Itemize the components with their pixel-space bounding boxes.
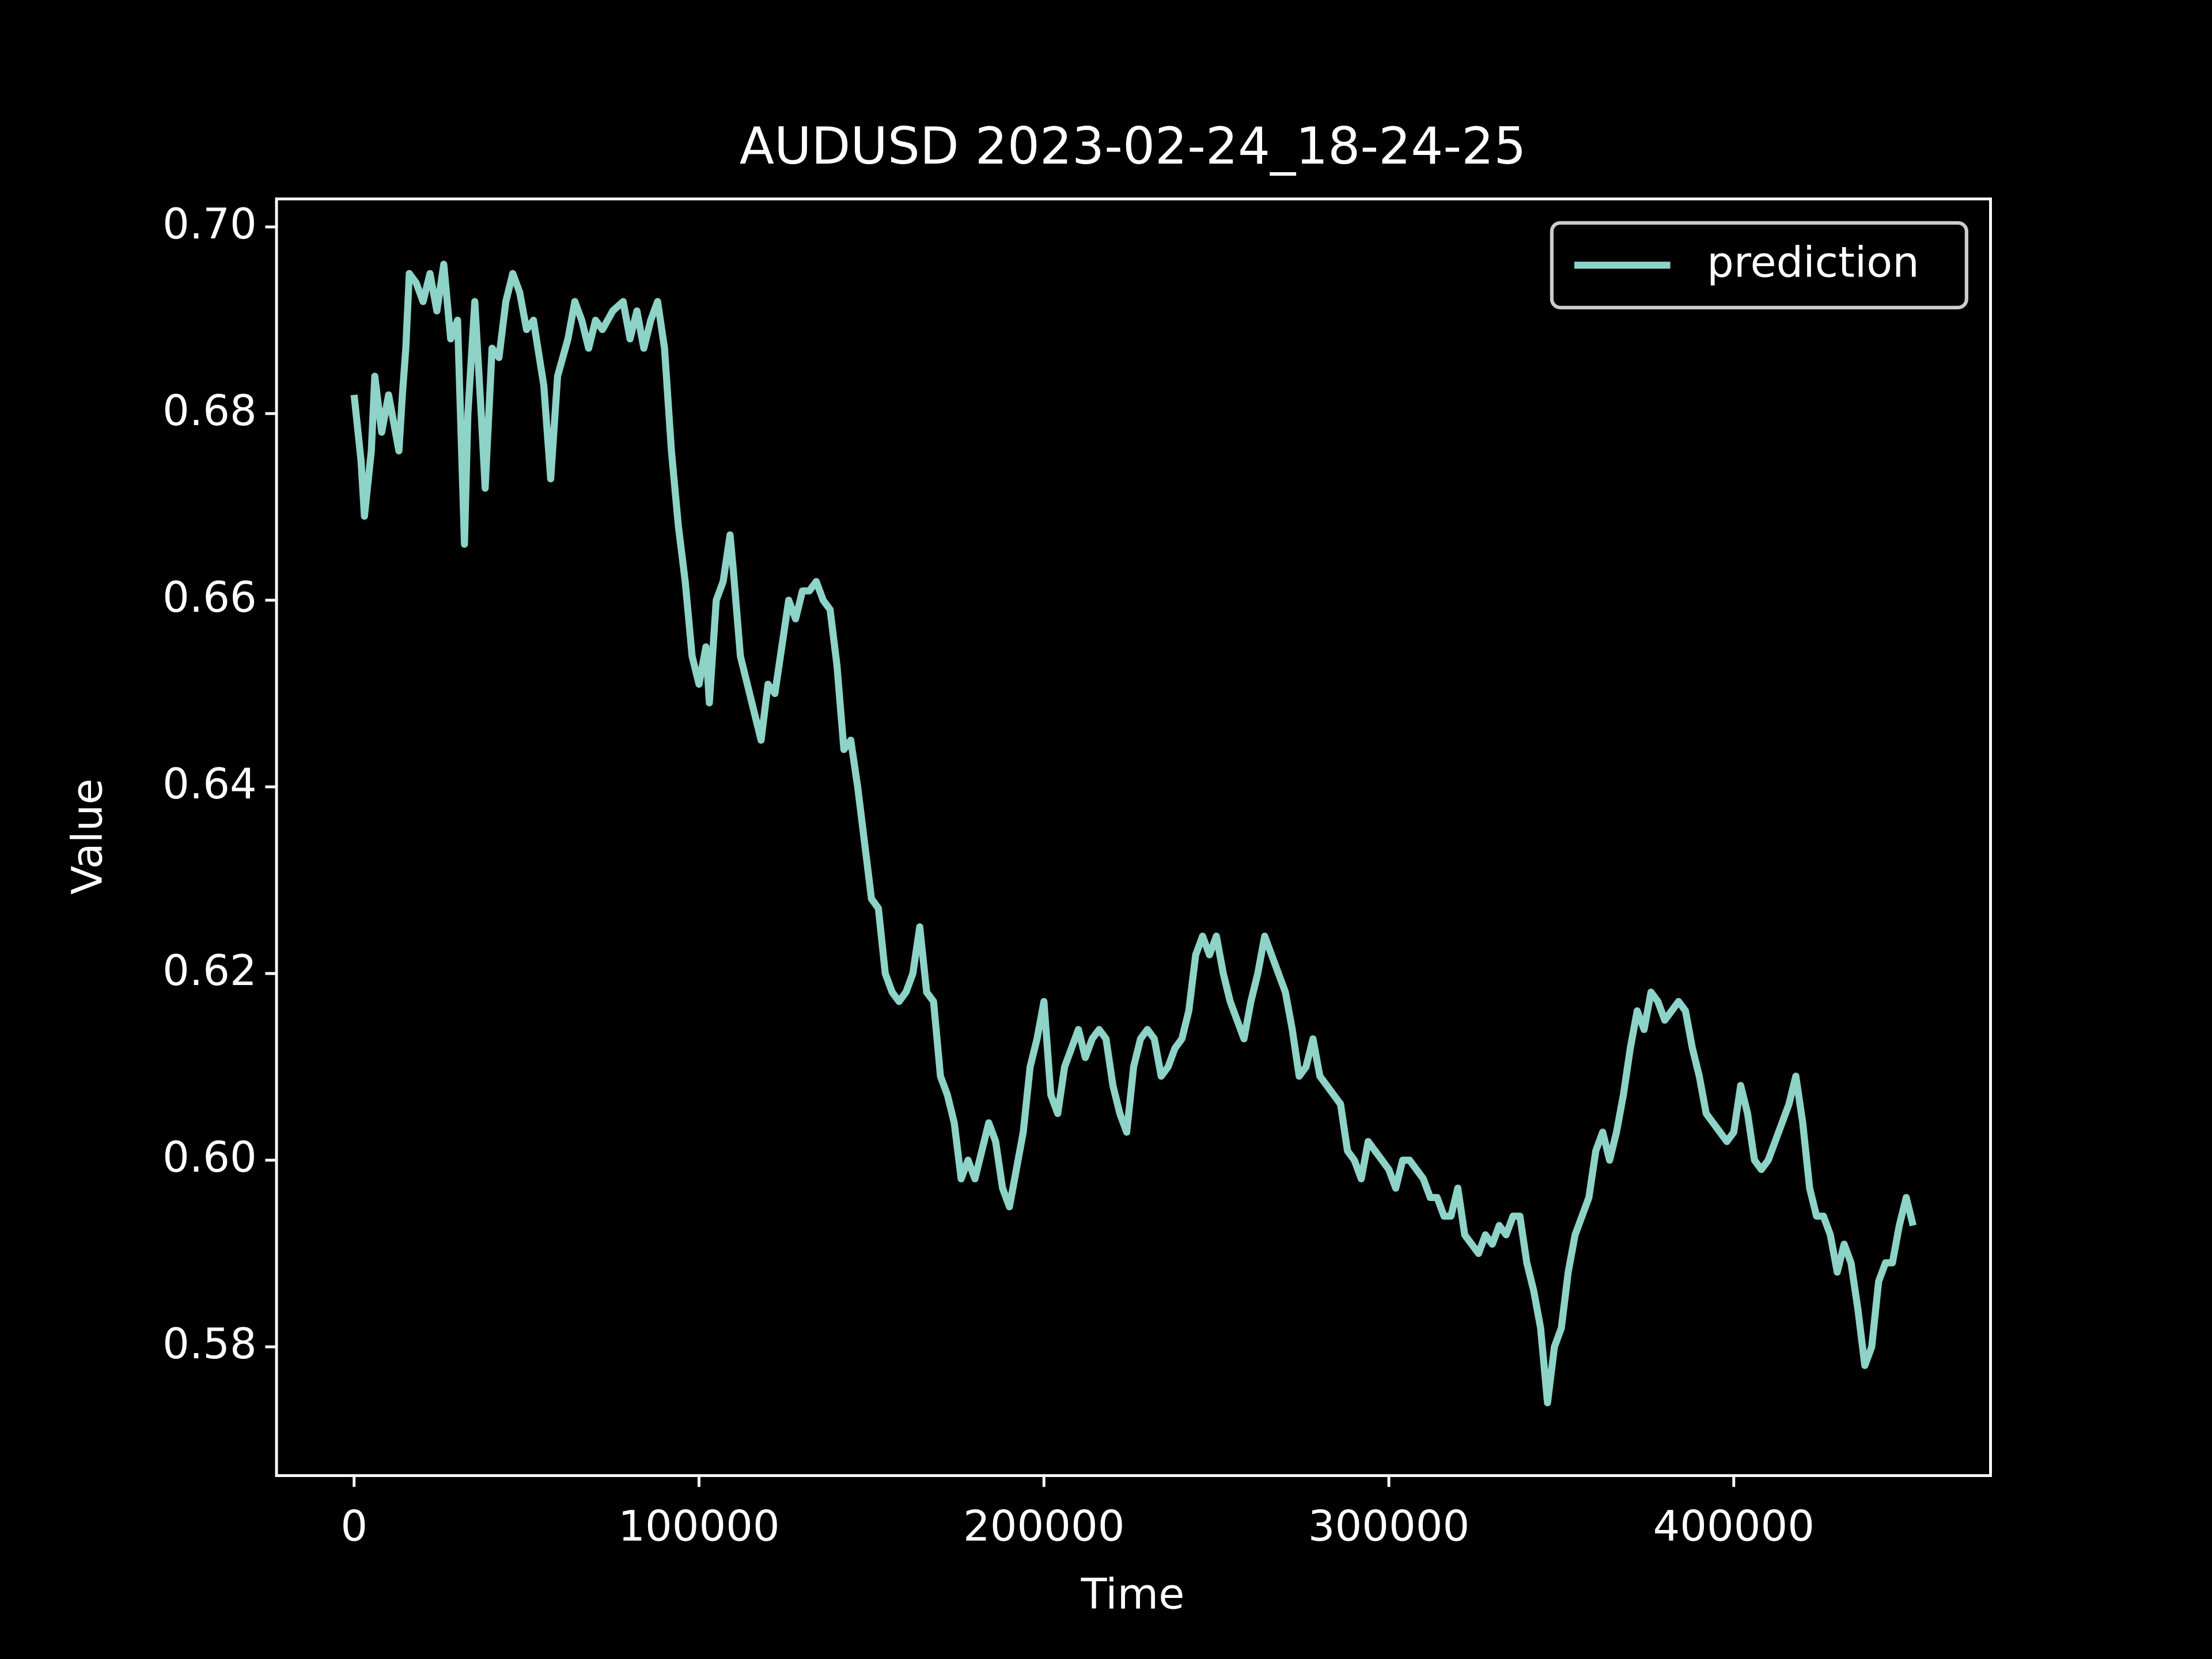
x-tick-label: 100000 [618, 1502, 779, 1551]
x-tick-label: 0 [340, 1502, 368, 1551]
y-tick-label: 0.66 [162, 573, 257, 622]
plot-frame [275, 197, 1992, 1478]
legend-label: prediction [1707, 238, 1919, 287]
x-tick-label: 300000 [1308, 1502, 1469, 1551]
x-tick-label: 200000 [963, 1502, 1124, 1551]
x-axis-label: Time [1081, 1570, 1185, 1619]
legend-box [1550, 221, 1968, 309]
y-tick-label: 0.60 [162, 1133, 257, 1182]
series-line [350, 260, 1917, 1407]
x-tick-label: 400000 [1653, 1502, 1815, 1551]
y-tick-label: 0.70 [162, 200, 257, 249]
chart-title: AUDUSD 2023-02-24_18-24-25 [740, 116, 1527, 176]
y-axis-label: Value [63, 778, 112, 895]
y-tick-label: 0.68 [162, 387, 257, 435]
y-tick-label: 0.58 [162, 1320, 257, 1369]
y-tick-label: 0.64 [162, 760, 257, 809]
y-tick-label: 0.62 [162, 946, 257, 995]
